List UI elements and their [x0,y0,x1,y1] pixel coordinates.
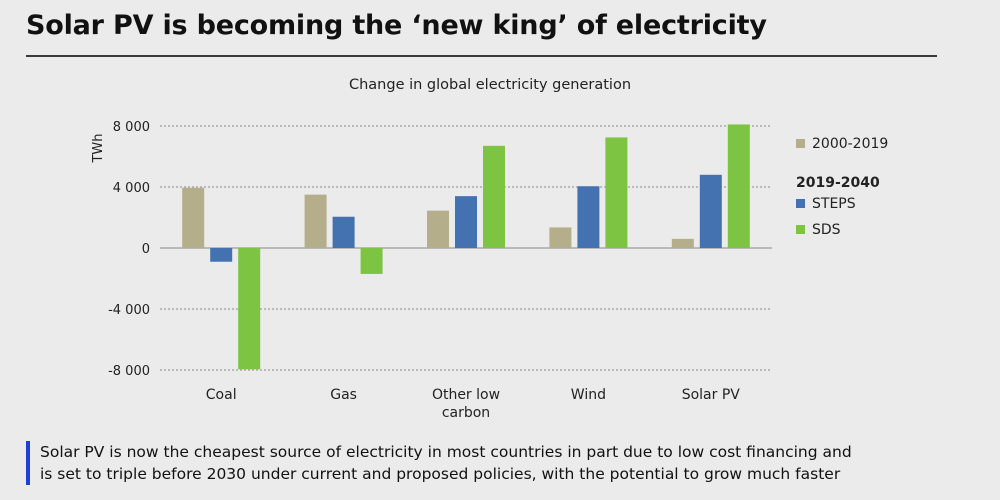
bar [455,196,477,248]
slide-headline: Solar PV is becoming the ‘new king’ of e… [26,10,767,41]
bar [671,238,694,248]
caption-line-1: Solar PV is now the cheapest source of e… [40,443,852,461]
bar [360,248,383,274]
y-tick-label: -4 000 [108,303,150,318]
legend-swatch [796,199,805,208]
legend-swatch [796,225,805,234]
bar [605,137,628,248]
x-tick-label: Coal [206,387,237,403]
bar [182,187,205,248]
bar [427,210,449,248]
legend-entry: 2000-2019 [812,136,888,152]
caption-box: Solar PV is now the cheapest source of e… [26,441,980,485]
x-tick-label: Wind [571,387,606,403]
bar [577,186,600,248]
legend-swatch [796,139,805,148]
bar [238,248,261,370]
legend: 2000-2019 2019-2040 STEPS SDS [796,136,888,238]
bars [182,124,750,370]
bar [699,174,722,248]
caption-line-2: is set to triple before 2030 under curre… [40,465,841,483]
x-tick-label: Other low [432,387,500,403]
x-tick-label: Gas [330,387,357,403]
chart-title: Change in global electricity generation [349,77,631,93]
bar [483,145,505,248]
y-tick-label: 4 000 [113,181,150,196]
headline-divider [26,55,937,57]
y-tick-label: 0 [142,242,150,257]
x-axis-ticks: Coal Gas Other low carbon Wind Solar PV [206,387,740,421]
bar [727,124,750,248]
bar [549,227,572,248]
y-axis-ticks: 8 000 4 000 0 -4 000 -8 000 [108,120,150,379]
bar [304,194,327,248]
legend-entry: SDS [812,222,841,238]
y-tick-label: 8 000 [113,120,150,135]
y-axis-label: TWh [91,133,106,163]
generation-change-chart: Change in global electricity generation … [91,77,888,421]
x-tick-label: Solar PV [682,387,741,403]
bar [332,216,355,248]
bar [210,248,233,262]
legend-group-title: 2019-2040 [796,175,880,191]
legend-entry: STEPS [812,196,856,212]
y-tick-label: -8 000 [108,364,150,379]
x-tick-label: carbon [442,405,490,421]
